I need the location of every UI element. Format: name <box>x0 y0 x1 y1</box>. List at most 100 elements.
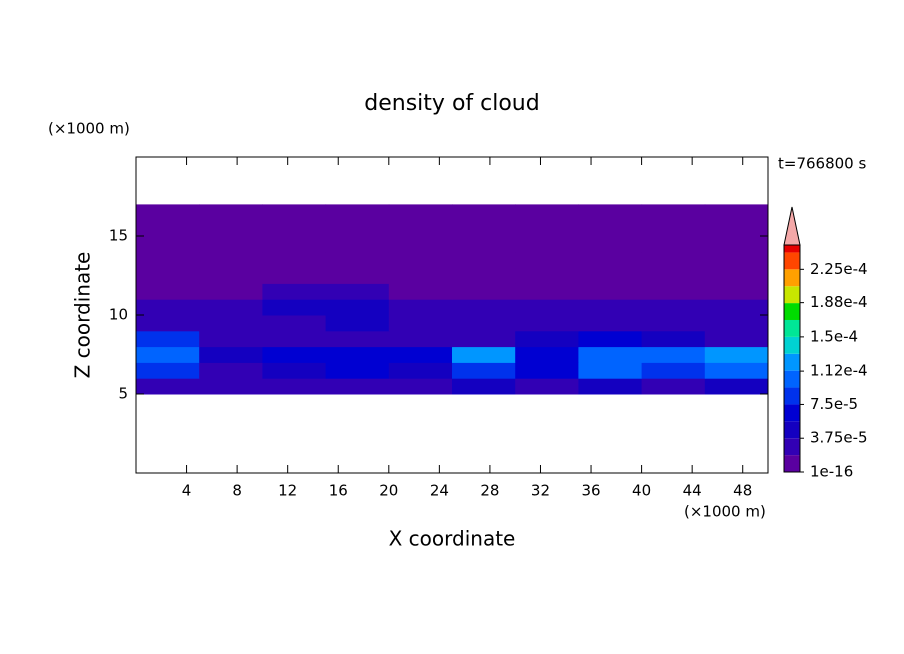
field-cell <box>325 267 390 284</box>
colorbar-tick-label: 1.12e-4 <box>810 362 868 380</box>
field-cell <box>325 362 390 379</box>
field-cell <box>452 204 516 221</box>
field-cell <box>515 283 579 300</box>
field-cell <box>262 362 327 379</box>
field-cell <box>136 362 200 379</box>
field-cell <box>325 283 390 300</box>
field-cell <box>136 346 200 363</box>
field-cell <box>515 362 579 379</box>
field-cell <box>136 330 200 348</box>
field-cell <box>578 204 643 221</box>
field-cell <box>641 283 706 300</box>
field-cell <box>136 299 200 316</box>
field-cell <box>136 315 200 332</box>
colorbar-band <box>784 387 800 405</box>
field-cell <box>641 204 706 221</box>
field-cell <box>452 346 516 363</box>
colorbar-band <box>784 421 800 439</box>
field-cell <box>136 378 200 395</box>
field-cell <box>388 283 453 300</box>
field-cell <box>325 251 390 269</box>
field-cell <box>452 378 516 395</box>
field-cell <box>704 378 769 395</box>
colorbar-band <box>784 455 800 472</box>
x-tick-label: 28 <box>480 482 499 500</box>
field-cell <box>388 267 453 284</box>
colorbar-tick-label: 1.5e-4 <box>810 327 858 345</box>
field-cell <box>578 362 643 379</box>
colorbar-band <box>784 245 800 253</box>
field-cell <box>578 220 643 237</box>
x-tick-label: 32 <box>531 482 550 500</box>
field-cell <box>199 204 263 221</box>
field-cell <box>578 283 643 300</box>
field-cell <box>262 236 327 253</box>
colorbar-frame <box>783 244 801 473</box>
field-cell <box>704 204 769 221</box>
field-cell <box>325 378 390 395</box>
field-cell <box>704 220 769 237</box>
field-cell <box>515 315 579 332</box>
field-cell <box>199 330 263 348</box>
field-cell <box>515 330 579 348</box>
field-cell <box>199 299 263 316</box>
field-cell <box>515 251 579 269</box>
colorbar-band <box>784 319 800 337</box>
field-cell <box>262 251 327 269</box>
field-cell <box>199 283 263 300</box>
y-tick-label: 15 <box>109 227 128 245</box>
colorbar-tick-label: 2.25e-4 <box>810 260 868 278</box>
field-cell <box>515 267 579 284</box>
y-tick-label: 10 <box>109 306 128 324</box>
field-cell <box>388 362 453 379</box>
field-cell <box>641 330 706 348</box>
field-cell <box>704 346 769 363</box>
field-cell <box>136 283 200 300</box>
colorbar-band <box>784 353 800 371</box>
field-cell <box>452 330 516 348</box>
field-cell <box>578 346 643 363</box>
field-cell <box>136 251 200 269</box>
field-cell <box>704 251 769 269</box>
field-cell <box>262 346 327 363</box>
field-cell <box>262 283 327 300</box>
field-cell <box>136 204 200 221</box>
field-cell <box>578 330 643 348</box>
field-cell <box>641 267 706 284</box>
field-cell <box>704 315 769 332</box>
field-cell <box>262 220 327 237</box>
field-cell <box>199 251 263 269</box>
colorbar-extend <box>783 206 801 246</box>
field-cell <box>578 378 643 395</box>
colorbar-band <box>784 370 800 388</box>
field-cell <box>578 236 643 253</box>
field-cell <box>388 220 453 237</box>
field-cell <box>515 299 579 316</box>
x-tick-label: 40 <box>632 482 651 500</box>
x-tick-label: 44 <box>683 482 702 500</box>
field-cell <box>515 220 579 237</box>
field-cell <box>452 283 516 300</box>
colorbar-tick-label: 1.88e-4 <box>810 293 868 311</box>
colorbar-band <box>784 252 800 270</box>
colorbar-band <box>784 438 800 456</box>
field-cell <box>199 267 263 284</box>
field-cell <box>262 378 327 395</box>
colorbar-band <box>784 269 800 287</box>
colorbar-band <box>784 303 800 320</box>
field-cell <box>704 283 769 300</box>
colorbar-tick-label: 7.5e-5 <box>810 395 858 413</box>
field-cell <box>515 346 579 363</box>
field-cell <box>262 315 327 332</box>
field-cell <box>704 330 769 348</box>
y-tick-label: 5 <box>118 385 128 403</box>
field-cell <box>452 267 516 284</box>
colorbar-tick-label: 3.75e-5 <box>810 429 868 447</box>
field-cell <box>515 378 579 395</box>
x-tick-label: 4 <box>182 482 192 500</box>
x-tick-label: 36 <box>581 482 600 500</box>
field-cell <box>704 236 769 253</box>
field-cell <box>452 299 516 316</box>
field-cell <box>325 299 390 316</box>
field-cell <box>388 346 453 363</box>
